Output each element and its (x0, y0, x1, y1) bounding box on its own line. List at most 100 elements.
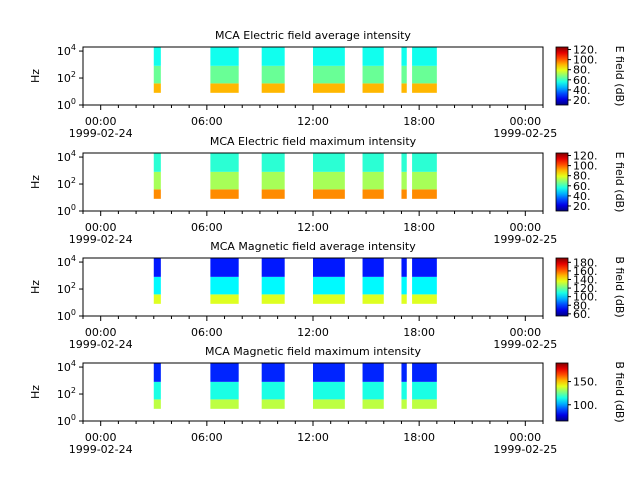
x-tick-label: 00:00 (85, 431, 117, 444)
spectrogram-cell-6-3 (401, 363, 407, 382)
spectrogram-cell-4-2 (313, 65, 345, 84)
y-tick-label: 100 (57, 203, 76, 218)
spectrogram-cell-6-2 (401, 171, 407, 190)
spectrogram-cell-5-2 (362, 381, 384, 400)
spectrogram-cell-1-1 (153, 294, 161, 304)
x-tick-date: 1999-02-25 (493, 233, 557, 246)
x-tick-label: 00:00 (85, 221, 117, 234)
x-tick-label: 18:00 (403, 221, 435, 234)
spectrogram-cell-4-3 (313, 363, 345, 382)
spectrogram-cell-6-1 (401, 189, 407, 199)
spectrogram-cell-1-2 (153, 381, 161, 400)
spectrogram-cell-2-2 (210, 171, 239, 190)
y-tick-label: 104 (57, 43, 76, 58)
y-tick-label: 100 (57, 97, 76, 112)
colorbar (555, 152, 569, 212)
x-tick-label: 12:00 (297, 221, 329, 234)
spectrogram-cell-3-2 (261, 276, 285, 295)
x-tick-label: 00:00 (509, 221, 541, 234)
spectrogram-cell-5-3 (362, 153, 384, 172)
spectrogram-cell-3-1 (261, 294, 285, 304)
y-tick-label: 102 (57, 281, 76, 296)
chart-panel-3: MCA Magnetic field average intensity 100 1… (29, 240, 626, 351)
y-tick-label: 104 (57, 254, 76, 269)
spectrogram-cell-6-2 (401, 381, 407, 400)
y-tick-label: 100 (57, 413, 76, 428)
x-tick-label: 00:00 (85, 115, 117, 128)
x-tick-label: 06:00 (191, 221, 223, 234)
spectrogram-cell-1-2 (153, 171, 161, 190)
spectrogram-cell-5-3 (362, 47, 384, 66)
spectrogram-cell-3-2 (261, 381, 285, 400)
spectrogram-cell-1-1 (153, 399, 161, 409)
y-tick-label: 100 (57, 308, 76, 323)
spectrogram-cell-7-3 (412, 153, 437, 172)
spectrogram-cell-4-1 (313, 294, 345, 304)
spectrogram-cell-5-3 (362, 258, 384, 277)
x-tick-date: 1999-02-24 (69, 443, 133, 456)
spectrogram-cell-5-2 (362, 65, 384, 84)
spectrogram-cell-6-3 (401, 153, 407, 172)
y-axis-label: Hz (29, 385, 42, 399)
colorbar-label: E field (dB) (613, 46, 626, 107)
spectrogram-cell-2-3 (210, 258, 239, 277)
x-tick-label: 00:00 (509, 115, 541, 128)
spectrogram-cell-5-1 (362, 83, 384, 93)
x-tick-date: 1999-02-25 (493, 338, 557, 351)
spectrogram-cell-2-2 (210, 65, 239, 84)
spectrogram-cell-4-3 (313, 258, 345, 277)
colorbar-tick-label: 40. (573, 190, 591, 203)
x-tick-label: 00:00 (85, 326, 117, 339)
y-tick-label: 102 (57, 386, 76, 401)
spectrogram-cell-2-1 (210, 399, 239, 409)
spectrogram-cell-1-1 (153, 189, 161, 199)
spectrogram-cell-3-1 (261, 399, 285, 409)
spectrogram-cell-4-1 (313, 399, 345, 409)
y-tick-label: 102 (57, 176, 76, 191)
colorbar-tick-label: 60. (573, 180, 591, 193)
spectrogram-cell-2-2 (210, 276, 239, 295)
spectrogram-cell-4-1 (313, 189, 345, 199)
colorbar-tick-label: 120. (573, 150, 598, 163)
spectrogram-cell-7-3 (412, 363, 437, 382)
x-tick-date: 1999-02-24 (69, 233, 133, 246)
x-tick-label: 12:00 (297, 115, 329, 128)
spectrogram-cell-6-1 (401, 294, 407, 304)
spectrogram-cell-1-3 (153, 258, 161, 277)
chart-title: MCA Magnetic field maximum intensity (205, 345, 421, 358)
x-tick-label: 06:00 (191, 431, 223, 444)
y-tick-label: 104 (57, 149, 76, 164)
spectrogram-cell-3-3 (261, 153, 285, 172)
spectrogram-cell-2-3 (210, 47, 239, 66)
spectrogram-cell-2-3 (210, 153, 239, 172)
spectrogram-cell-2-1 (210, 294, 239, 304)
colorbar-tick-label: 40. (573, 84, 591, 97)
chart-panel-1: MCA Electric field average intensity 100 1… (29, 29, 626, 140)
spectrogram-cell-7-2 (412, 381, 437, 400)
x-tick-date: 1999-02-24 (69, 127, 133, 140)
y-tick-label: 104 (57, 359, 76, 374)
y-tick-label: 102 (57, 70, 76, 85)
colorbar-tick-label: 100. (573, 291, 598, 304)
spectrogram-cell-1-3 (153, 47, 161, 66)
colorbar-tick-label: 80. (573, 170, 591, 183)
colorbar (555, 257, 569, 317)
x-tick-label: 00:00 (509, 431, 541, 444)
spectrogram-cell-5-2 (362, 276, 384, 295)
colorbar-tick-label: 100. (573, 160, 598, 173)
chart-title: MCA Electric field average intensity (215, 29, 411, 42)
colorbar-tick-label: 140. (573, 273, 598, 286)
spectrogram-cell-3-2 (261, 171, 285, 190)
x-tick-label: 18:00 (403, 431, 435, 444)
x-tick-label: 06:00 (191, 115, 223, 128)
spectrogram-cell-6-2 (401, 276, 407, 295)
colorbar-label: B field (dB) (613, 256, 626, 317)
chart-title: MCA Magnetic field average intensity (210, 240, 416, 253)
spectrogram-cell-2-3 (210, 363, 239, 382)
spectrogram-cell-3-2 (261, 65, 285, 84)
colorbar-tick-label: 160. (573, 265, 598, 278)
spectrogram-cell-7-1 (412, 83, 437, 93)
spectrogram-cell-7-1 (412, 399, 437, 409)
x-tick-label: 12:00 (297, 326, 329, 339)
